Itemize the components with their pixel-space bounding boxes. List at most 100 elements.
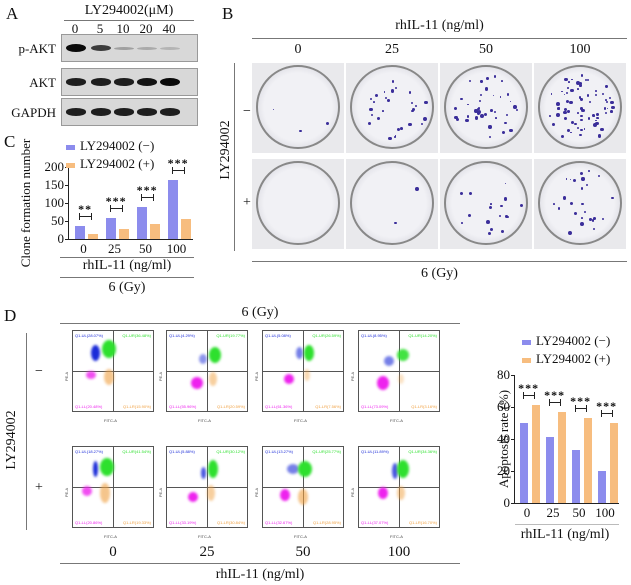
- x-tick-label: 25: [546, 505, 560, 520]
- colony-dot: [563, 110, 567, 115]
- colony-dot: [453, 115, 458, 120]
- row-label-minus: −: [243, 104, 251, 119]
- colony-plate: [346, 63, 438, 153]
- x-tick-label: 0: [80, 241, 87, 256]
- colony-dot: [394, 134, 397, 137]
- colony-dot: [369, 98, 372, 101]
- colony-dot: [412, 107, 416, 111]
- y-tick-label: 50: [51, 213, 64, 228]
- y-tick-label: 100: [44, 195, 65, 210]
- culture-dish: [350, 161, 434, 245]
- colony-dot: [604, 98, 607, 101]
- significance-stars: ***: [105, 194, 127, 209]
- panel-letter-b: B: [222, 4, 234, 23]
- quadrant-label-ul: Q1-UL(8.95%): [361, 333, 387, 338]
- flow-row-plus: +: [35, 480, 43, 495]
- colony-dot: [552, 202, 555, 205]
- colony-dot: [467, 103, 469, 106]
- quadrant-label-lr: Q1-LR(7.56%): [315, 404, 341, 409]
- bar-ly294002-plus: [609, 423, 618, 503]
- colony-dot: [504, 182, 507, 185]
- bar-ly294002-plus: [180, 219, 191, 239]
- population-ur: [100, 458, 114, 476]
- colony-dot: [504, 121, 507, 125]
- colony-dot: [563, 93, 566, 96]
- y-tick-label: 200: [44, 159, 65, 174]
- colony-dot: [272, 108, 275, 111]
- lane-label: 40: [162, 21, 176, 36]
- protein-band: [91, 45, 111, 51]
- colony-dot: [588, 218, 592, 222]
- population-ur: [397, 349, 409, 361]
- colony-dot: [388, 136, 392, 141]
- legend-swatch: [522, 358, 531, 363]
- colony-dot: [506, 216, 509, 219]
- blot-row-label: GAPDH: [11, 105, 56, 120]
- colony-dot: [604, 111, 607, 114]
- population-ul: [199, 354, 207, 364]
- colony-dot: [477, 107, 480, 110]
- flow-column-label: 0: [109, 544, 117, 560]
- bar-ly294002-plus: [87, 233, 98, 239]
- colony-dot: [567, 86, 570, 89]
- y-axis-label: Apoptosis rate (%): [496, 389, 511, 489]
- bar-ly294002-minus: [136, 206, 147, 239]
- plates-column-header: rhIL-11 (ng/ml): [395, 18, 484, 33]
- y-axis-label: Clone formation number: [18, 138, 33, 268]
- colony-dot: [611, 196, 614, 199]
- colony-plate: [346, 159, 438, 249]
- legend-swatch: [522, 340, 531, 345]
- protein-band: [160, 108, 180, 116]
- colony-dot: [588, 100, 592, 104]
- colony-dot: [499, 96, 502, 98]
- colony-dot: [568, 81, 570, 83]
- colony-dot: [396, 127, 400, 132]
- colony-dot: [469, 192, 473, 196]
- colony-dot: [579, 133, 582, 137]
- protein-band: [160, 78, 180, 86]
- population-ul: [287, 464, 299, 474]
- quadrant-label-ll: Q1-LL(20.48%): [75, 404, 103, 409]
- quadrant-label-lr: Q1-LR(19.33%): [122, 520, 151, 525]
- bar-ly294002-minus: [105, 218, 116, 239]
- colony-dot: [578, 82, 582, 86]
- colony-dot: [596, 113, 599, 116]
- lane-label: 10: [116, 21, 130, 36]
- protein-band: [91, 78, 111, 86]
- colony-dot: [420, 122, 423, 125]
- plate-column-label: 0: [294, 42, 302, 57]
- colony-dot: [386, 99, 390, 102]
- colony-dot: [488, 125, 492, 129]
- colony-dot: [383, 91, 386, 94]
- colony-dot: [550, 93, 553, 95]
- culture-dish: [444, 65, 528, 149]
- apoptosis-x-rule: [515, 524, 619, 525]
- bar-ly294002-minus: [519, 423, 528, 503]
- quadrant-divider-horizontal: [263, 487, 343, 488]
- flow-row-minus: −: [35, 364, 43, 379]
- flow-column-label: 100: [387, 544, 411, 560]
- quadrant-divider-horizontal: [359, 371, 439, 372]
- y-tick-label: 150: [44, 177, 65, 192]
- colony-plate: [534, 63, 626, 153]
- flow-y-axis-label: PE-A: [158, 371, 164, 382]
- quadrant-label-ll: Q1-LL(20.86%): [75, 520, 103, 525]
- colony-dot: [576, 88, 579, 90]
- flow-y-axis-label: PE-A: [158, 487, 164, 498]
- population-lr: [304, 369, 310, 381]
- colony-dot: [580, 216, 583, 219]
- population-ur: [209, 347, 221, 363]
- quadrant-label-ul: Q1-UL(5.08%): [265, 333, 291, 338]
- colony-dot: [519, 203, 523, 207]
- colony-dot: [570, 89, 574, 93]
- colony-dot: [565, 91, 569, 95]
- colony-dot: [611, 105, 615, 110]
- colony-dot: [390, 89, 395, 94]
- legend-label: LY294002 (−): [80, 138, 155, 153]
- colony-plate: [252, 63, 344, 153]
- colony-dot: [580, 108, 585, 113]
- colony-dot: [498, 214, 502, 218]
- colony-dot: [581, 187, 584, 190]
- colony-dot: [461, 221, 463, 224]
- population-ul: [92, 461, 98, 477]
